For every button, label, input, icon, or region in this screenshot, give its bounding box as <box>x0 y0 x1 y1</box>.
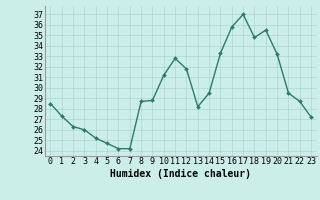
X-axis label: Humidex (Indice chaleur): Humidex (Indice chaleur) <box>110 169 251 179</box>
